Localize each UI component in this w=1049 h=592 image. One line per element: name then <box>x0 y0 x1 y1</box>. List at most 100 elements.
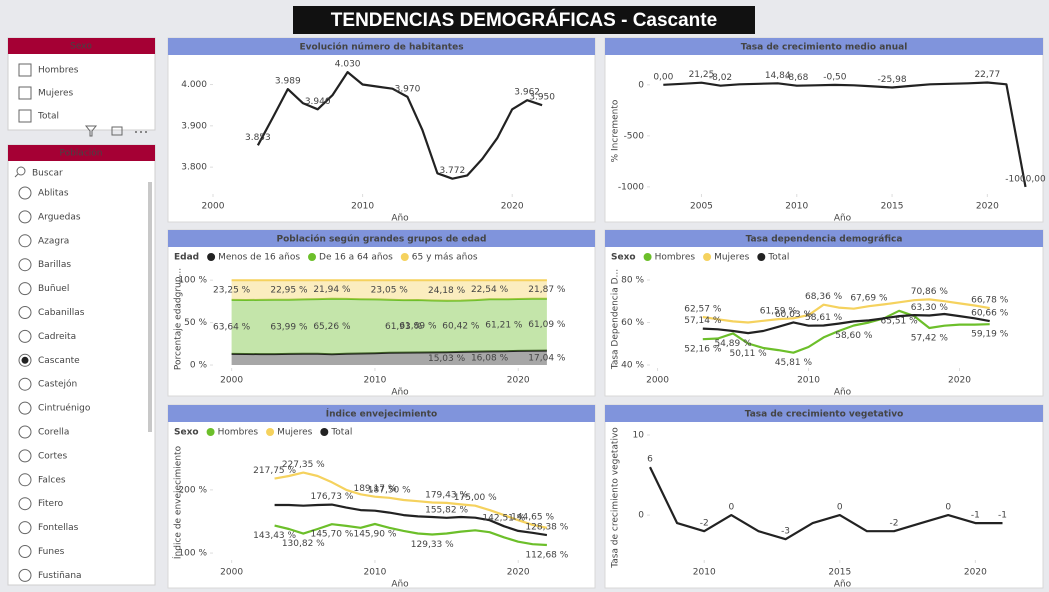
data-label: 61,93 % <box>385 322 423 332</box>
data-label: 60,42 % <box>442 322 480 332</box>
slicer-option[interactable]: Falces <box>38 475 66 485</box>
slicer-option[interactable]: Cortes <box>38 451 68 461</box>
x-tick-label: 2010 <box>351 202 374 212</box>
y-tick-label: 0 <box>638 511 644 521</box>
radio[interactable] <box>18 306 32 319</box>
area-edge <box>231 297 547 302</box>
radio[interactable] <box>18 186 32 200</box>
legend-label: Total <box>767 253 789 263</box>
slicer-option[interactable]: Arguedas <box>38 212 81 222</box>
radio[interactable] <box>18 545 32 558</box>
radio[interactable] <box>18 282 32 296</box>
slicer-option[interactable]: Azagra <box>38 236 69 246</box>
slicer-option[interactable]: Total <box>37 112 59 122</box>
data-label: 24,18 % <box>428 286 466 296</box>
radio[interactable] <box>18 521 32 535</box>
data-label: 144,65 % <box>511 512 554 522</box>
slicer-option[interactable]: Cadreita <box>38 332 76 342</box>
more-icon[interactable] <box>140 131 142 133</box>
chart-title: Evolución número de habitantes <box>299 42 463 53</box>
radio[interactable] <box>18 329 32 343</box>
search-box[interactable]: Buscar <box>32 169 63 179</box>
data-label: 179,43 % <box>425 490 468 500</box>
data-label: 155,82 % <box>425 505 468 515</box>
data-label: 68,36 % <box>805 292 843 302</box>
radio[interactable] <box>18 497 32 511</box>
checkbox[interactable] <box>18 86 32 100</box>
legend-swatch <box>703 253 712 261</box>
focus-icon[interactable] <box>111 126 123 136</box>
slicer-option[interactable]: Castejón <box>38 379 77 390</box>
data-label: 112,68 % <box>525 551 568 561</box>
data-label: 3.853 <box>245 133 271 143</box>
slicer-option[interactable]: Cintruénigo <box>38 403 91 414</box>
slicer-title: Sexo <box>70 42 92 52</box>
legend-swatch <box>757 253 766 261</box>
more-icon[interactable] <box>135 131 137 133</box>
data-label: 15,03 % <box>428 354 466 364</box>
data-label: 22,54 % <box>471 285 509 295</box>
slicer-option[interactable]: Funes <box>38 547 65 557</box>
slicer-option[interactable]: Buñuel <box>38 284 69 294</box>
data-label: -2 <box>700 519 709 529</box>
legend-label: 65 y más años <box>412 253 478 263</box>
slicer-option[interactable]: Cascante <box>38 356 80 366</box>
slicer-option[interactable]: Ablitas <box>38 189 69 199</box>
radio[interactable] <box>18 473 32 487</box>
checkbox[interactable] <box>18 63 32 77</box>
radio[interactable] <box>18 568 32 582</box>
slicer-option[interactable]: Fontellas <box>38 523 79 533</box>
data-label: 0 <box>837 503 843 513</box>
y-axis-label: Tasa de crecimiento vegetativo <box>611 427 621 569</box>
data-label: 128,38 % <box>525 523 568 533</box>
chart-header <box>168 230 595 247</box>
checkbox[interactable] <box>18 109 32 123</box>
data-label: 57,42 % <box>911 333 949 343</box>
slicer-option[interactable]: Fitero <box>38 499 64 509</box>
radio[interactable] <box>18 401 32 415</box>
chart-header <box>168 38 595 55</box>
search-icon <box>14 173 19 178</box>
filter-icon[interactable] <box>84 125 98 137</box>
slicer-option[interactable]: Hombres <box>38 66 79 76</box>
slicer-option[interactable]: Mujeres <box>38 89 74 99</box>
data-label: 187,50 % <box>368 485 411 495</box>
legend-swatch <box>320 428 329 436</box>
slicer-option[interactable]: Barillas <box>38 260 71 270</box>
data-label: 0 <box>728 503 734 513</box>
line <box>274 503 548 537</box>
slicer-header <box>8 145 155 161</box>
data-label: -2 <box>890 519 899 529</box>
x-tick-label: 2000 <box>220 376 243 386</box>
slicer-option[interactable]: Corella <box>38 428 69 438</box>
data-label: 189,17 % <box>353 484 396 494</box>
line <box>702 309 990 354</box>
data-label: -3 <box>781 527 790 537</box>
x-tick-label: 2010 <box>797 376 820 386</box>
radio[interactable] <box>18 210 32 224</box>
radio[interactable] <box>18 425 32 439</box>
slicer-panel <box>7 144 156 586</box>
data-label: 145,70 % <box>310 530 353 540</box>
legend-label: Menos de 16 años <box>218 253 300 263</box>
x-axis-label: Año <box>391 580 409 590</box>
radio[interactable] <box>18 377 32 391</box>
x-tick-label: 2010 <box>363 568 386 578</box>
radio[interactable] <box>18 234 32 248</box>
legend-swatch <box>308 253 317 261</box>
y-axis-label: % Incremento <box>611 99 621 162</box>
x-tick-label: 2020 <box>964 568 987 578</box>
data-label: 21,94 % <box>313 285 351 295</box>
data-label: -1 <box>971 511 980 521</box>
slicer-option[interactable]: Cabanillas <box>38 308 85 318</box>
legend-label: De 16 a 64 años <box>319 253 393 263</box>
legend-title: Edad <box>174 253 199 263</box>
data-label: 6 <box>647 455 653 465</box>
radio[interactable] <box>18 258 32 272</box>
more-icon[interactable] <box>145 131 147 133</box>
slicer-option[interactable]: Fustiñana <box>38 571 82 581</box>
radio[interactable] <box>18 449 32 463</box>
y-tick-label: 4.000 <box>181 80 207 90</box>
y-tick-label: 200 % <box>178 485 207 495</box>
